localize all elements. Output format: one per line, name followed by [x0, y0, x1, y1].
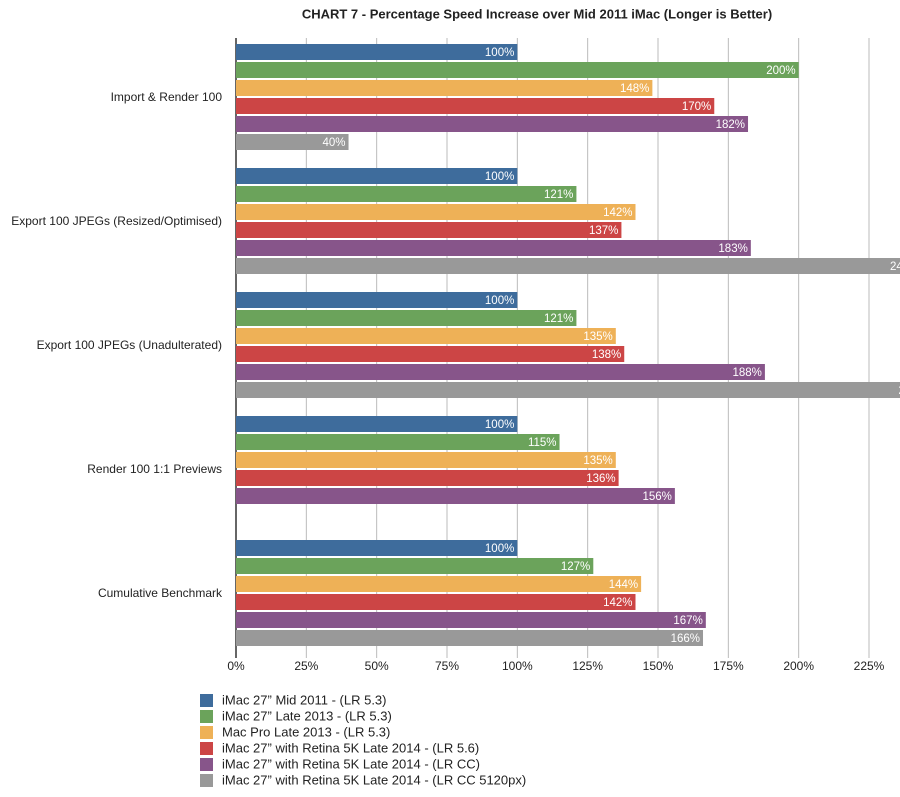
legend-label: iMac 27” with Retina 5K Late 2014 - (LR …	[222, 740, 479, 755]
bar	[236, 258, 900, 274]
value-label: 167%	[673, 615, 702, 627]
bar	[236, 292, 518, 308]
legend-swatch	[200, 710, 213, 723]
x-tick-label: 50%	[365, 659, 389, 673]
value-label: 200%	[766, 65, 795, 77]
value-label: 170%	[682, 101, 711, 113]
value-label: 144%	[609, 579, 638, 591]
value-label: 182%	[716, 119, 745, 131]
y-tick-label: Import & Render 100	[111, 90, 223, 104]
legend-swatch	[200, 758, 213, 771]
bar	[236, 116, 749, 132]
bar	[236, 346, 625, 362]
value-label: 142%	[603, 207, 632, 219]
value-label: 247%	[898, 385, 900, 397]
x-tick-label: 0%	[227, 659, 245, 673]
bar	[236, 98, 715, 114]
bar	[236, 594, 636, 610]
value-label: 100%	[485, 171, 514, 183]
value-label: 127%	[561, 561, 590, 573]
y-tick-label: Cumulative Benchmark	[98, 586, 223, 600]
bar	[236, 204, 636, 220]
legend-swatch	[200, 774, 213, 787]
bar	[236, 168, 518, 184]
bar	[236, 382, 900, 398]
value-label: 136%	[586, 473, 615, 485]
value-label: 137%	[589, 225, 618, 237]
bar	[236, 134, 349, 150]
legend-swatch	[200, 694, 213, 707]
bar	[236, 434, 560, 450]
value-label: 40%	[323, 137, 346, 149]
value-label: 156%	[642, 491, 671, 503]
x-tick-label: 75%	[435, 659, 459, 673]
bar	[236, 310, 577, 326]
bar	[236, 80, 653, 96]
bar	[236, 452, 616, 468]
bar	[236, 44, 518, 60]
bar	[236, 186, 577, 202]
bar	[236, 240, 751, 256]
value-label: 115%	[528, 437, 557, 449]
value-label: 188%	[732, 367, 761, 379]
y-tick-label: Export 100 JPEGs (Resized/Optimised)	[11, 214, 222, 228]
legend-label: iMac 27” Mid 2011 - (LR 5.3)	[222, 692, 387, 707]
value-label: 166%	[671, 633, 700, 645]
x-tick-label: 25%	[294, 659, 318, 673]
value-label: 121%	[544, 189, 573, 201]
value-label: 121%	[544, 313, 573, 325]
y-tick-label: Render 100 1:1 Previews	[87, 462, 222, 476]
bar	[236, 488, 675, 504]
value-label: 100%	[485, 419, 514, 431]
bar	[236, 558, 594, 574]
value-label: 138%	[592, 349, 621, 361]
bar	[236, 62, 799, 78]
x-tick-label: 175%	[713, 659, 744, 673]
value-label: 100%	[485, 47, 514, 59]
legend-swatch	[200, 742, 213, 755]
bar	[236, 222, 622, 238]
x-tick-label: 125%	[572, 659, 603, 673]
x-tick-label: 225%	[854, 659, 885, 673]
value-label: 100%	[485, 543, 514, 555]
value-label: 135%	[583, 455, 612, 467]
bar	[236, 540, 518, 556]
value-label: 142%	[603, 597, 632, 609]
value-label: 148%	[620, 83, 649, 95]
y-tick-label: Export 100 JPEGs (Unadulterated)	[37, 338, 222, 352]
x-tick-label: 100%	[502, 659, 533, 673]
chart-title: CHART 7 - Percentage Speed Increase over…	[302, 6, 772, 21]
legend-swatch	[200, 726, 213, 739]
bar	[236, 630, 704, 646]
bar	[236, 612, 706, 628]
value-label: 135%	[583, 331, 612, 343]
bar	[236, 328, 616, 344]
legend-label: iMac 27” with Retina 5K Late 2014 - (LR …	[222, 756, 480, 771]
legend-label: iMac 27” Late 2013 - (LR 5.3)	[222, 708, 392, 723]
bar	[236, 470, 619, 486]
value-label: 244%	[890, 261, 900, 273]
x-tick-label: 200%	[783, 659, 814, 673]
legend-label: Mac Pro Late 2013 - (LR 5.3)	[222, 724, 390, 739]
bar	[236, 416, 518, 432]
x-tick-label: 150%	[643, 659, 674, 673]
value-label: 183%	[718, 243, 747, 255]
value-label: 100%	[485, 295, 514, 307]
bar	[236, 576, 642, 592]
legend-label: iMac 27” with Retina 5K Late 2014 - (LR …	[222, 772, 526, 787]
bar	[236, 364, 765, 380]
